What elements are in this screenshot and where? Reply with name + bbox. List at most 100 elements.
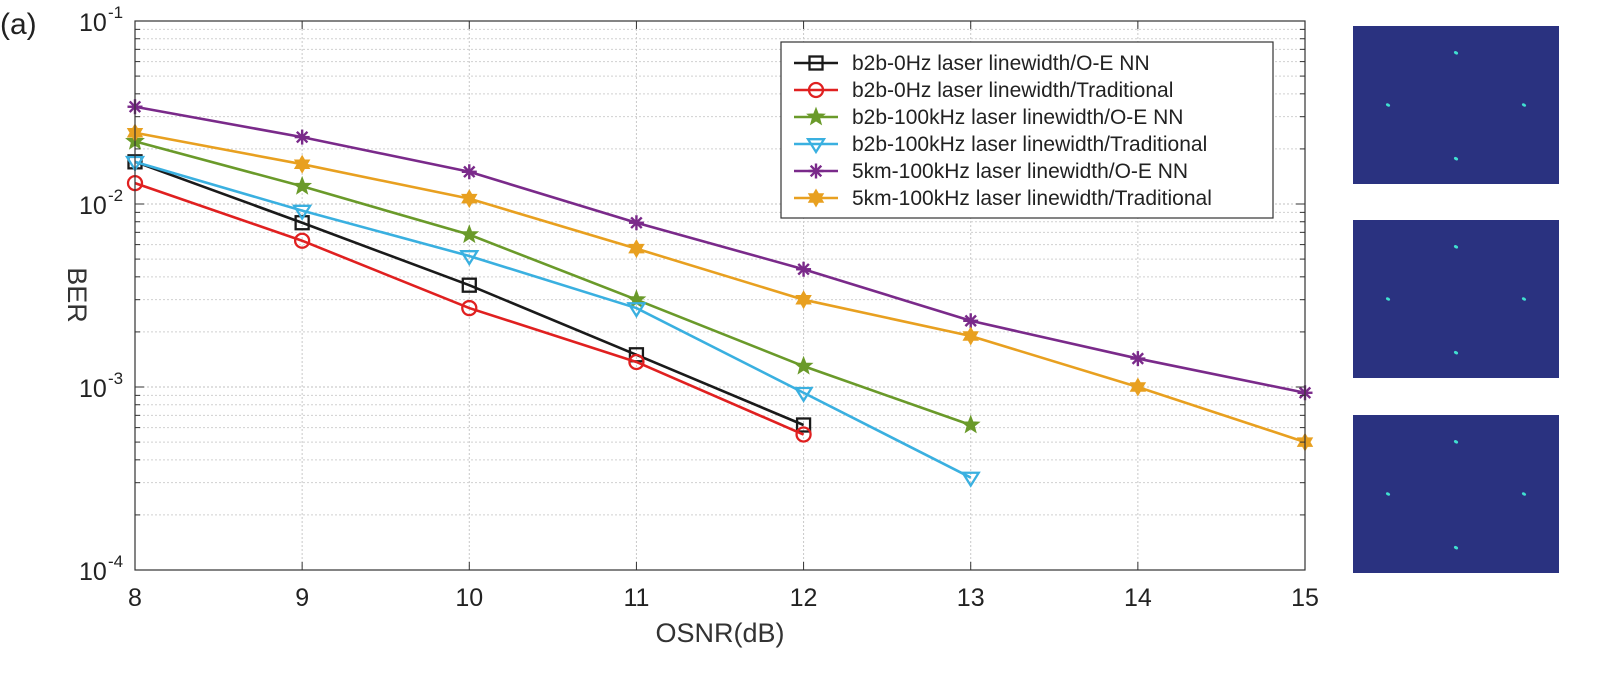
y-tick-exponent: -4 [108,552,123,571]
asterisk-stroke [964,314,977,327]
x-tick-label: 8 [128,584,142,612]
marker-triangle-down [805,138,827,155]
marker-star [793,355,814,375]
x-tick-labels: 8 9 10 11 12 13 14 15 [128,584,1319,612]
marker-asterisk [963,313,979,329]
marker-triangle-down [793,386,814,403]
marker-star [806,106,826,126]
constellation-point [1385,297,1391,301]
asterisk-stroke [295,130,309,144]
x-tick-label: 11 [623,584,649,612]
y-tick-label: 10 -1 [79,3,123,37]
constellation-point [1521,492,1527,496]
y-tick-exponent: -2 [108,186,123,205]
marker-hexagram [807,188,825,208]
y-tick-base: 10 [79,192,107,220]
marker-hexagram [795,290,812,310]
legend: b2b-0Hz laser linewidth/O-E NN b2b-0Hz la… [780,41,1274,219]
marker-hexagram [461,189,478,209]
panel-label: (a) [0,8,37,41]
constellation-point [1453,157,1459,161]
series-layer [124,99,1314,488]
constellation-point [1453,51,1459,55]
legend-label: b2b-0Hz laser linewidth/Traditional [852,79,1173,102]
inset-top [1353,26,1559,184]
y-tick-labels: 10-410-310-210-1 [79,3,123,586]
asterisk-stroke [809,164,823,178]
marker-asterisk [294,129,310,145]
legend-label: 5km-100kHz laser linewidth/O-E NN [852,160,1188,183]
legend-items: b2b-0Hz laser linewidth/O-E NN b2b-0Hz la… [794,52,1212,210]
marker-square [808,55,824,71]
series-line [134,131,1306,444]
constellation-point [1453,546,1459,550]
marker-square [294,215,310,231]
marker-circle [628,353,645,371]
x-tick-label: 9 [295,584,309,612]
legend-item: b2b-0Hz laser linewidth/Traditional [794,79,1173,102]
marker-circle [461,299,478,317]
x-tick-label: 14 [1124,584,1152,612]
ticks [134,20,1306,571]
marker-square [461,277,477,293]
constellation-point [1385,103,1391,107]
y-tick-label: 10 -2 [79,186,123,220]
marker-hexagram [628,239,645,259]
legend-item: b2b-100kHz laser linewidth/O-E NN [794,106,1183,129]
marker-triangle-down [459,250,480,267]
marker-asterisk [808,163,824,179]
asterisk-stroke [463,165,476,178]
series-line [134,140,972,427]
marker-hexagram [962,326,979,346]
x-axis-label: OSNR(dB) [655,618,784,648]
asterisk-stroke [630,216,643,229]
marker-triangle-down [960,471,981,488]
y-axis-label: BER [62,267,92,323]
marker-asterisk [796,261,812,277]
y-tick-label: 10 -3 [79,369,123,403]
series-line [134,105,1306,395]
constellation-point [1453,440,1459,444]
constellation-point [1385,492,1391,496]
asterisk-stroke [1131,352,1145,365]
asterisk-stroke [797,263,810,276]
marker-circle [807,81,825,99]
legend-label: b2b-100kHz laser linewidth/Traditional [852,133,1207,156]
inset-bottom [1353,415,1559,573]
legend-label: 5km-100kHz laser linewidth/Traditional [852,187,1212,210]
marker-asterisk [461,164,477,180]
legend-item: b2b-100kHz laser linewidth/Traditional [794,133,1207,156]
legend-item: 5km-100kHz laser linewidth/Traditional [794,187,1212,210]
marker-triangle-down [626,302,647,319]
x-tick-label: 12 [790,584,818,612]
legend-box [780,41,1274,219]
plot-frame [134,20,1306,571]
constellation-insets [1353,26,1559,573]
series-4 [124,155,981,488]
y-tick-exponent: -3 [108,369,123,388]
series-line [134,160,805,427]
inset-middle [1353,220,1559,378]
marker-asterisk [1130,351,1146,367]
y-tick-base: 10 [79,375,107,403]
y-tick-label: 10 -4 [79,552,123,586]
y-tick-exponent: -1 [108,3,123,22]
legend-item: 5km-100kHz laser linewidth/O-E NN [794,160,1188,183]
constellation-point [1521,297,1527,301]
legend-item: b2b-0Hz laser linewidth/O-E NN [794,52,1150,75]
y-tick-base: 10 [79,558,107,586]
marker-star [960,414,981,434]
marker-asterisk [628,215,644,231]
marker-circle [795,426,812,443]
marker-star [459,224,480,244]
marker-triangle-down [292,204,313,221]
marker-square [795,417,812,433]
x-tick-label: 13 [957,584,985,612]
constellation-point [1453,351,1459,355]
series-line [134,181,805,436]
constellation-point [1521,103,1527,107]
y-tick-base: 10 [79,9,107,37]
constellation-point [1453,245,1459,249]
x-tick-label: 15 [1291,584,1319,612]
